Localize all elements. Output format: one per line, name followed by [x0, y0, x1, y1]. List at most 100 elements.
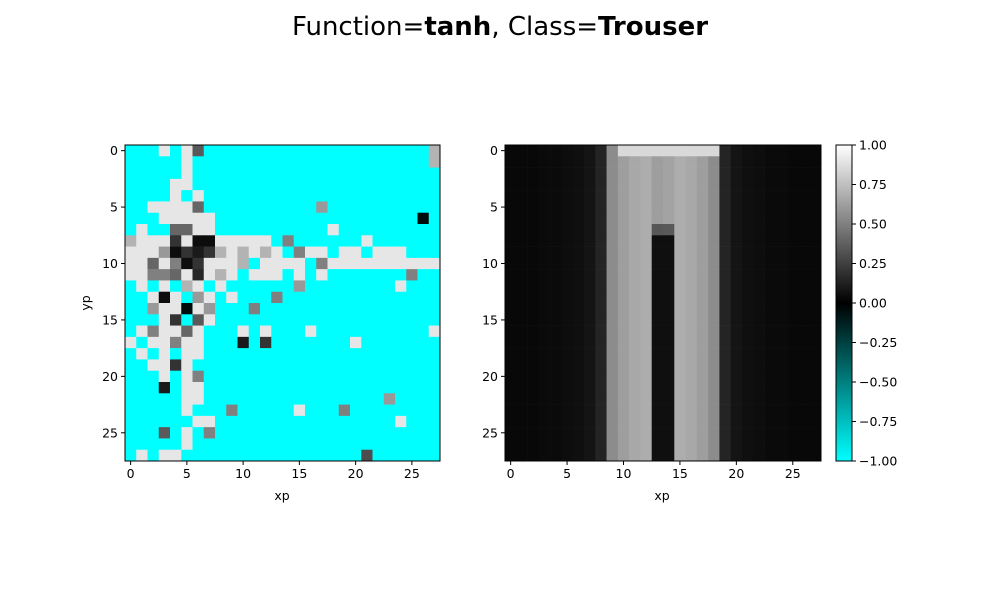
left-cell	[215, 145, 227, 157]
right-cell	[764, 269, 777, 281]
left-cell	[181, 280, 193, 293]
right-cell	[572, 314, 585, 326]
right-cell	[584, 393, 596, 405]
right-cell	[617, 336, 630, 349]
right-cell	[775, 336, 788, 349]
left-cell	[248, 145, 261, 157]
right-cell	[663, 269, 675, 281]
right-cell	[685, 280, 698, 293]
right-cell	[595, 156, 607, 168]
right-cell	[809, 325, 822, 338]
left-cell	[147, 438, 160, 451]
left-cell	[338, 224, 351, 236]
left-heatmap-cells	[125, 145, 441, 462]
right-cell	[640, 178, 653, 191]
right-cell	[787, 257, 799, 270]
left-cell	[260, 167, 272, 180]
left-cell	[338, 370, 351, 383]
right-cell	[505, 178, 517, 191]
left-cell	[305, 246, 317, 259]
left-cell	[181, 246, 193, 259]
right-cell	[617, 280, 630, 293]
left-cell	[136, 167, 148, 180]
left-cell	[181, 201, 193, 214]
right-cell	[764, 190, 777, 202]
right-cell	[787, 382, 799, 394]
right-cell	[561, 201, 574, 214]
right-cell	[572, 167, 585, 180]
right-cell	[742, 280, 754, 293]
right-cell	[527, 415, 540, 428]
right-cell	[753, 382, 765, 394]
left-cell	[361, 348, 373, 360]
right-cell	[685, 224, 698, 236]
right-cell	[798, 201, 811, 214]
right-cell	[651, 145, 664, 157]
left-cell	[361, 415, 373, 428]
right-cell	[640, 291, 653, 304]
right-cell	[606, 167, 619, 180]
right-x-tick-label: 5	[563, 466, 571, 481]
left-cell	[136, 280, 148, 293]
right-cell	[640, 370, 653, 383]
left-cell	[361, 190, 373, 202]
left-y-tick-label: 0	[110, 143, 118, 158]
right-cell	[527, 235, 540, 247]
left-cell	[350, 415, 362, 428]
left-cell	[136, 325, 148, 338]
right-cell	[595, 303, 607, 315]
right-cell	[696, 438, 709, 451]
left-cell	[338, 201, 351, 214]
left-cell	[181, 167, 193, 180]
right-cell	[629, 224, 641, 236]
right-cell	[764, 303, 777, 315]
right-cell	[674, 438, 686, 451]
right-cell	[595, 145, 607, 157]
left-cell	[372, 393, 385, 405]
left-cell	[181, 257, 193, 270]
right-cell	[663, 325, 675, 338]
right-cell	[617, 201, 630, 214]
right-cell	[527, 336, 540, 349]
right-cell	[719, 348, 732, 360]
right-cell	[572, 280, 585, 293]
left-cell	[260, 370, 272, 383]
right-cell	[651, 325, 664, 338]
left-cell	[181, 235, 193, 247]
left-cell	[395, 212, 407, 225]
left-cell	[226, 382, 238, 394]
right-cell	[663, 348, 675, 360]
left-cell	[181, 325, 193, 338]
right-cell	[753, 156, 765, 168]
left-cell	[383, 438, 396, 451]
left-cell	[361, 212, 373, 225]
left-cell	[417, 224, 430, 236]
right-cell	[685, 303, 698, 315]
right-cell	[550, 257, 562, 270]
title-class: Trouser	[598, 12, 708, 42]
left-cell	[125, 224, 137, 236]
right-cell	[809, 246, 822, 259]
right-cell	[696, 246, 709, 259]
right-cell	[584, 382, 596, 394]
left-cell	[293, 291, 306, 304]
left-cell	[428, 201, 441, 214]
right-cell	[606, 415, 619, 428]
right-cell	[775, 235, 788, 247]
left-cell	[417, 212, 430, 225]
right-cell	[742, 190, 754, 202]
left-cell	[215, 314, 227, 326]
left-cell	[338, 190, 351, 202]
right-cell	[663, 303, 675, 315]
left-cell	[260, 336, 272, 349]
left-cell	[158, 438, 171, 451]
left-cell	[350, 156, 362, 168]
right-cell	[730, 303, 743, 315]
left-cell	[192, 280, 205, 293]
left-cell	[226, 336, 238, 349]
right-cell	[617, 404, 630, 417]
left-cell	[136, 359, 148, 372]
left-cell	[305, 438, 317, 451]
left-cell	[350, 257, 362, 270]
right-cell	[730, 201, 743, 214]
